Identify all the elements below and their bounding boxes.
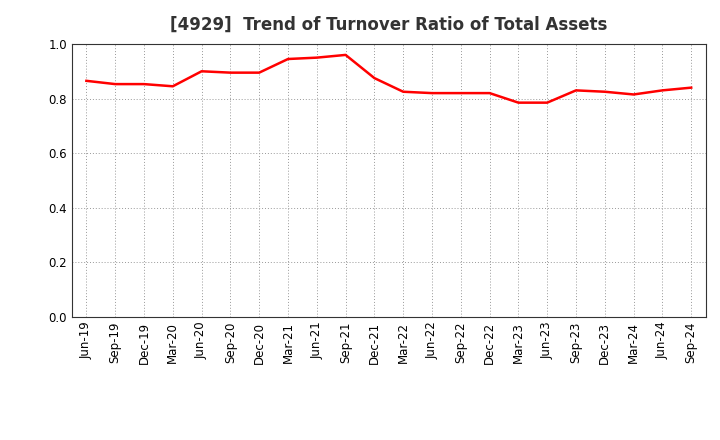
Title: [4929]  Trend of Turnover Ratio of Total Assets: [4929] Trend of Turnover Ratio of Total …	[170, 16, 608, 34]
